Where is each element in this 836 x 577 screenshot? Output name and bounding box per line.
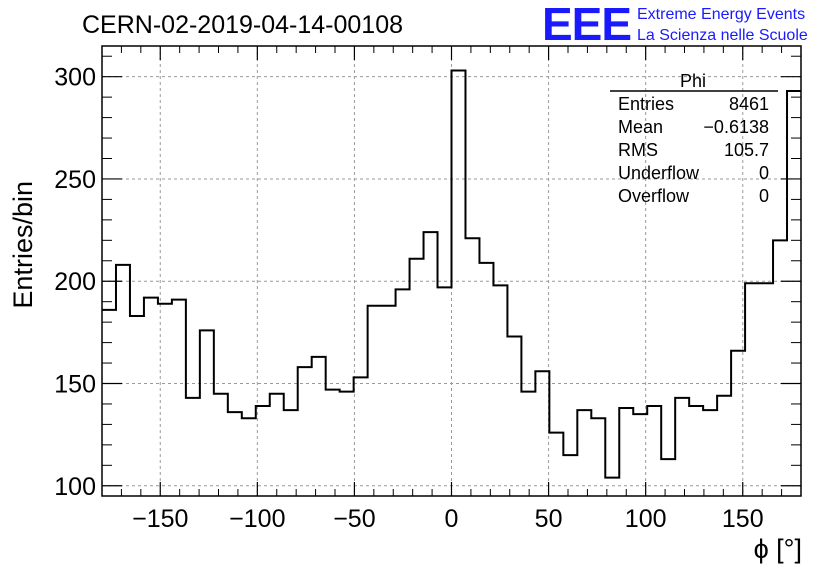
stats-label-entries: Entries [618, 94, 674, 114]
stats-label-underflow: Underflow [618, 163, 700, 183]
y-tick-label: 100 [54, 473, 96, 501]
stats-value-rms: 105.7 [724, 140, 769, 160]
tick-labels: −150 −100 −50 0 50 100 150 100 150 200 250 300 [54, 64, 763, 533]
y-tick-label: 150 [54, 371, 96, 399]
x-tick-label: −150 [132, 505, 188, 533]
stats-label-mean: Mean [618, 117, 663, 137]
x-tick-label: −50 [333, 505, 375, 533]
histogram-outline [102, 69, 801, 479]
y-tick-label: 200 [54, 268, 96, 296]
stats-value-underflow: 0 [759, 163, 769, 183]
x-tick-label: −100 [229, 505, 285, 533]
stats-value-entries: 8461 [729, 94, 769, 114]
stats-value-overflow: 0 [759, 186, 769, 206]
x-tick-label: 50 [535, 505, 563, 533]
x-axis-label: ϕ [°] [754, 534, 802, 564]
grid-lines [102, 46, 801, 496]
eee-logo-line1: Extreme Energy Events [637, 6, 805, 23]
x-tick-label: 150 [722, 505, 764, 533]
eee-logo: EEE Extreme Energy Events La Scienza nel… [542, 0, 808, 50]
axis-ticks [102, 46, 801, 496]
stats-value-mean: −0.6138 [703, 117, 769, 137]
x-tick-label: 0 [445, 505, 459, 533]
y-tick-label: 250 [54, 166, 96, 194]
chart-title: CERN-02-2019-04-14-00108 [82, 11, 403, 39]
y-tick-label: 300 [54, 64, 96, 92]
stats-label-overflow: Overflow [618, 186, 690, 206]
x-tick-label: 100 [625, 505, 667, 533]
y-axis-label: Entries/bin [8, 181, 38, 309]
stats-label-rms: RMS [618, 140, 658, 160]
eee-logo-mark: EEE [542, 0, 631, 50]
eee-logo-line2: La Scienza nelle Scuole [637, 27, 808, 44]
stats-box: Phi Entries 8461 Mean −0.6138 RMS 105.7 … [610, 71, 778, 206]
stats-box-title: Phi [680, 71, 706, 91]
